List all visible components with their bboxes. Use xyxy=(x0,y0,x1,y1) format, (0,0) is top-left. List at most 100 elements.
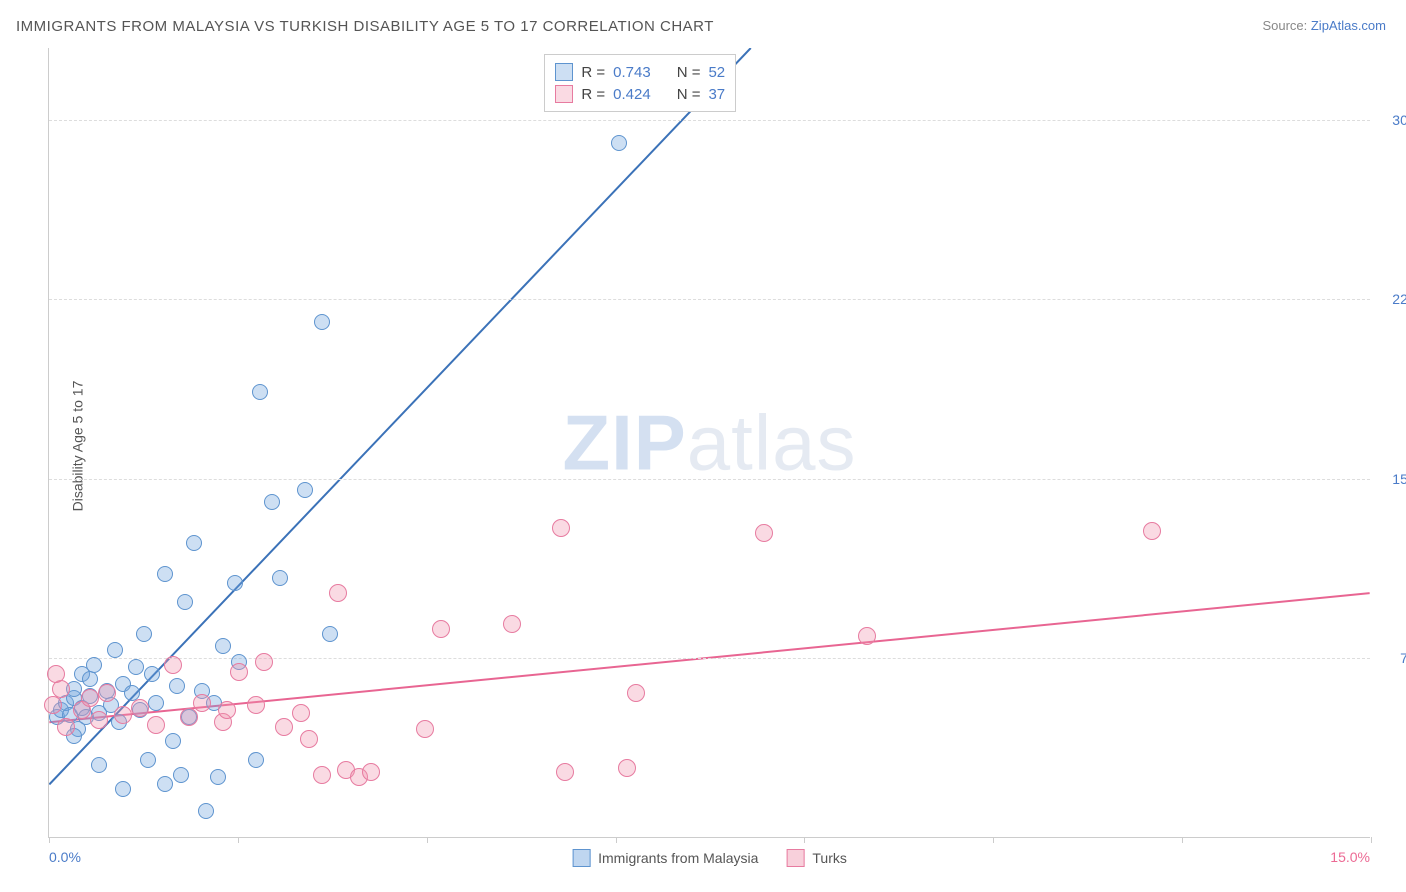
y-tick-label: 30.0% xyxy=(1374,112,1406,128)
x-tick-mark xyxy=(1371,837,1372,843)
legend-swatch xyxy=(555,63,573,81)
scatter-point xyxy=(177,594,193,610)
scatter-point xyxy=(81,689,99,707)
source-attribution: Source: ZipAtlas.com xyxy=(1262,18,1386,33)
grid-line xyxy=(49,658,1370,659)
scatter-point xyxy=(164,656,182,674)
y-tick-label: 15.0% xyxy=(1374,471,1406,487)
stat-r-label: R = xyxy=(581,86,605,103)
scatter-point xyxy=(755,524,773,542)
scatter-point xyxy=(618,759,636,777)
scatter-point xyxy=(248,752,264,768)
scatter-point xyxy=(552,519,570,537)
scatter-point xyxy=(297,482,313,498)
stat-r-label: R = xyxy=(581,64,605,81)
scatter-point xyxy=(148,695,164,711)
scatter-point xyxy=(329,584,347,602)
source-prefix: Source: xyxy=(1262,18,1310,33)
stat-r-value: 0.424 xyxy=(613,86,651,103)
x-tick-mark xyxy=(1182,837,1183,843)
scatter-point xyxy=(82,671,98,687)
scatter-point xyxy=(173,767,189,783)
scatter-point xyxy=(98,684,116,702)
scatter-point xyxy=(255,653,273,671)
scatter-point xyxy=(275,718,293,736)
stats-legend-row: R = 0.424 N = 37 xyxy=(555,83,725,105)
stat-n-value: 37 xyxy=(708,86,725,103)
scatter-point xyxy=(157,776,173,792)
legend-swatch xyxy=(555,85,573,103)
scatter-point xyxy=(131,699,149,717)
grid-line xyxy=(49,479,1370,480)
scatter-point xyxy=(322,626,338,642)
scatter-point xyxy=(147,716,165,734)
grid-line xyxy=(49,120,1370,121)
y-tick-label: 22.5% xyxy=(1374,291,1406,307)
stats-legend-row: R =0.743N =52 xyxy=(555,61,725,83)
legend-swatch xyxy=(572,849,590,867)
scatter-point xyxy=(210,769,226,785)
scatter-point xyxy=(165,733,181,749)
scatter-point xyxy=(136,626,152,642)
x-tick-right: 15.0% xyxy=(1330,849,1370,865)
scatter-point xyxy=(432,620,450,638)
y-tick-label: 7.5% xyxy=(1374,650,1406,666)
scatter-point xyxy=(627,684,645,702)
x-tick-mark xyxy=(238,837,239,843)
chart-title: IMMIGRANTS FROM MALAYSIA VS TURKISH DISA… xyxy=(16,18,714,35)
legend-item: Immigrants from Malaysia xyxy=(572,849,758,867)
scatter-point xyxy=(140,752,156,768)
scatter-point xyxy=(57,718,75,736)
x-tick-mark xyxy=(804,837,805,843)
legend-label: Immigrants from Malaysia xyxy=(598,850,758,866)
scatter-point xyxy=(86,657,102,673)
scatter-point xyxy=(198,803,214,819)
x-tick-left: 0.0% xyxy=(49,849,81,865)
scatter-point xyxy=(858,627,876,645)
scatter-point xyxy=(169,678,185,694)
series-legend: Immigrants from Malaysia Turks xyxy=(572,849,847,867)
scatter-point xyxy=(215,638,231,654)
scatter-point xyxy=(230,663,248,681)
scatter-point xyxy=(90,711,108,729)
scatter-point xyxy=(193,694,211,712)
scatter-point xyxy=(44,696,62,714)
scatter-point xyxy=(313,766,331,784)
scatter-point xyxy=(247,696,265,714)
scatter-point xyxy=(264,494,280,510)
watermark-atlas: atlas xyxy=(687,398,857,486)
x-tick-mark xyxy=(993,837,994,843)
scatter-point xyxy=(556,763,574,781)
scatter-point xyxy=(218,701,236,719)
watermark: ZIPatlas xyxy=(562,397,856,488)
scatter-point xyxy=(107,642,123,658)
scatter-point xyxy=(115,781,131,797)
scatter-point xyxy=(272,570,288,586)
scatter-point xyxy=(252,384,268,400)
stat-n-value: 52 xyxy=(708,64,725,81)
scatter-point xyxy=(114,706,132,724)
scatter-point xyxy=(503,615,521,633)
scatter-point xyxy=(128,659,144,675)
x-tick-mark xyxy=(49,837,50,843)
stat-n-label: N = xyxy=(677,86,701,103)
scatter-point xyxy=(186,535,202,551)
scatter-point xyxy=(362,763,380,781)
legend-item: Turks xyxy=(786,849,846,867)
legend-swatch xyxy=(786,849,804,867)
grid-line xyxy=(49,299,1370,300)
stat-n-label: N = xyxy=(677,64,701,81)
stats-legend: R =0.743N =52R =0.424N =37 xyxy=(544,54,736,112)
x-tick-mark xyxy=(616,837,617,843)
scatter-point xyxy=(314,314,330,330)
scatter-point xyxy=(292,704,310,722)
x-tick-mark xyxy=(427,837,428,843)
scatter-point xyxy=(611,135,627,151)
scatter-point xyxy=(300,730,318,748)
scatter-point xyxy=(180,708,198,726)
scatter-point xyxy=(144,666,160,682)
source-link[interactable]: ZipAtlas.com xyxy=(1311,18,1386,33)
scatter-point xyxy=(157,566,173,582)
scatter-point xyxy=(1143,522,1161,540)
scatter-point xyxy=(227,575,243,591)
